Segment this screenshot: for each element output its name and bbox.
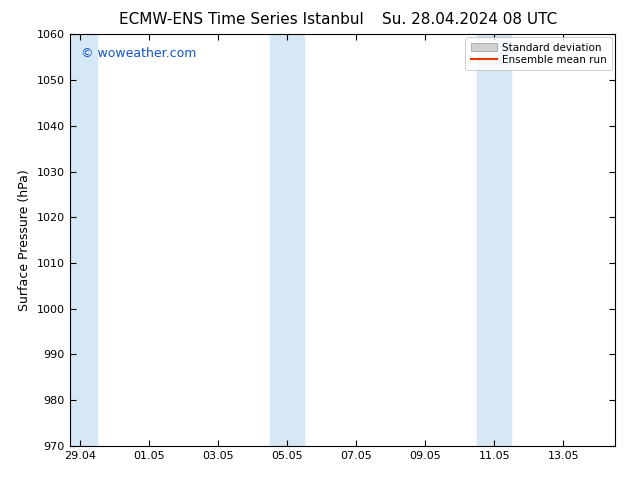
Y-axis label: Surface Pressure (hPa): Surface Pressure (hPa)	[18, 169, 31, 311]
Bar	[270, 34, 304, 446]
Text: © woweather.com: © woweather.com	[81, 47, 196, 60]
Legend: Standard deviation, Ensemble mean run: Standard deviation, Ensemble mean run	[465, 37, 612, 70]
Bar	[477, 34, 512, 446]
Text: Su. 28.04.2024 08 UTC: Su. 28.04.2024 08 UTC	[382, 12, 557, 27]
Bar	[70, 34, 98, 446]
Text: ECMW-ENS Time Series Istanbul: ECMW-ENS Time Series Istanbul	[119, 12, 363, 27]
